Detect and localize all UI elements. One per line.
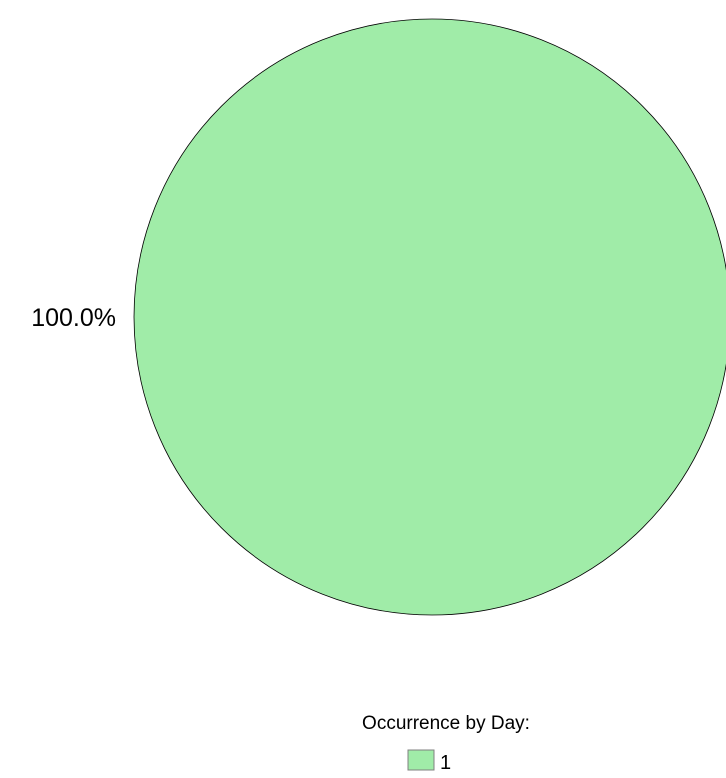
pie-slice-labels: 100.0% xyxy=(31,304,116,332)
legend-swatch xyxy=(407,749,435,771)
legend: 1 xyxy=(407,749,451,774)
legend-label: 1 xyxy=(440,752,451,774)
slice-percent-label: 100.0% xyxy=(31,304,116,332)
pie-slice-1 xyxy=(133,18,726,616)
pie-slices xyxy=(133,18,726,616)
legend-title: Occurrence by Day: xyxy=(362,713,530,734)
